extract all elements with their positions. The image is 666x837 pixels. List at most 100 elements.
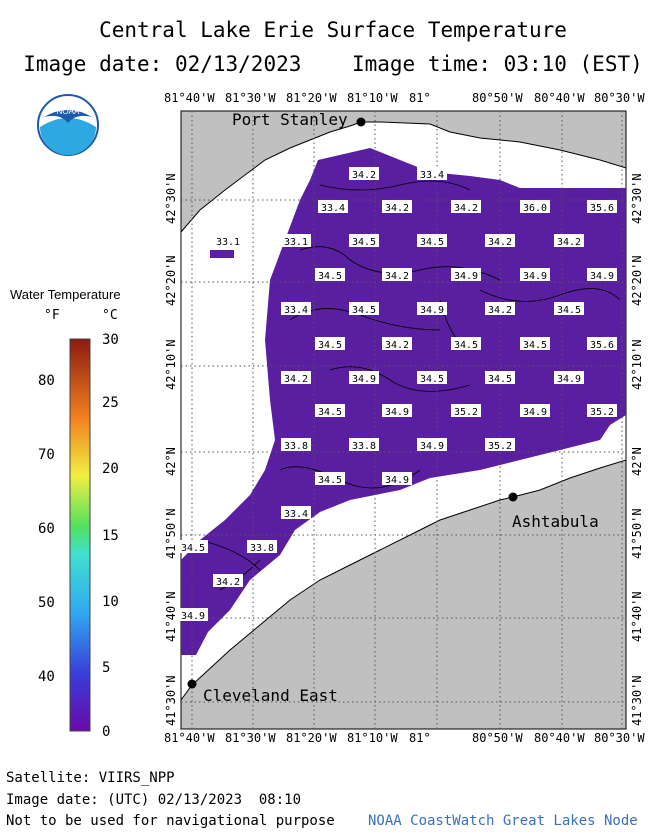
temperature-reading: 34.2: [382, 268, 412, 282]
svg-text:33.8: 33.8: [250, 543, 274, 554]
lat-label-right: 41°30'N: [630, 675, 644, 726]
temperature-reading: 34.5: [349, 234, 379, 248]
temperature-reading: 34.5: [178, 540, 208, 554]
page-title: Central Lake Erie Surface Temperature: [99, 18, 567, 42]
temperature-reading: 34.5: [520, 337, 550, 351]
temperature-reading: 34.2: [382, 200, 412, 214]
svg-text:33.8: 33.8: [352, 441, 376, 452]
legend-c-tick: 15: [102, 528, 119, 544]
legend-unit-c: °C: [102, 308, 118, 323]
lon-label-top: 80°50'W: [472, 91, 523, 105]
temperature-reading: 34.2: [554, 234, 584, 248]
svg-text:34.2: 34.2: [284, 374, 308, 385]
temperature-reading: 34.5: [417, 234, 447, 248]
lon-label-bottom: 81°10'W: [347, 731, 398, 745]
svg-text:34.5: 34.5: [454, 340, 478, 351]
temperature-reading: 34.2: [485, 234, 515, 248]
lat-label-right: 42°20'N: [630, 255, 644, 306]
temperature-reading: 35.2: [485, 438, 515, 452]
lat-label-right: 42°N: [630, 447, 644, 476]
svg-text:34.9: 34.9: [420, 305, 444, 316]
temperature-reading: 34.2: [382, 337, 412, 351]
temperature-reading: 34.5: [315, 268, 345, 282]
svg-text:35.2: 35.2: [488, 441, 512, 452]
temperature-reading: 34.5: [485, 371, 515, 385]
legend-c-tick: 5: [102, 660, 111, 676]
lon-label-top: 81°40'W: [164, 91, 215, 105]
lat-label-left: 42°10'N: [164, 339, 178, 390]
lat-label-left: 42°N: [164, 447, 178, 476]
legend-c-tick: 10: [102, 594, 119, 610]
lon-label-bottom: 81°20'W: [286, 731, 337, 745]
svg-text:34.9: 34.9: [523, 271, 547, 282]
temperature-reading: 33.8: [281, 438, 311, 452]
svg-text:34.5: 34.5: [420, 237, 444, 248]
temperature-reading: 35.2: [587, 404, 617, 418]
svg-text:34.5: 34.5: [352, 237, 376, 248]
legend-c-tick: 25: [102, 395, 119, 411]
lat-label-right: 42°10'N: [630, 339, 644, 390]
svg-text:34.2: 34.2: [488, 305, 512, 316]
temperature-reading: 33.1: [213, 234, 243, 248]
svg-text:34.5: 34.5: [488, 374, 512, 385]
temperature-reading: 33.8: [349, 438, 379, 452]
temperature-reading: 34.2: [349, 167, 379, 181]
svg-text:34.9: 34.9: [181, 611, 205, 622]
svg-text:34.9: 34.9: [385, 407, 409, 418]
credit-link[interactable]: NOAA CoastWatch Great Lakes Node: [368, 813, 638, 829]
svg-text:34.2: 34.2: [454, 203, 478, 214]
temperature-reading: 33.8: [247, 540, 277, 554]
legend-title: Water Temperature: [10, 287, 121, 302]
lake-water: [181, 148, 626, 655]
land-south: [180, 459, 627, 730]
temperature-reading: 34.9: [349, 371, 379, 385]
temperature-reading: 34.9: [417, 302, 447, 316]
lat-label-left: 42°20'N: [164, 255, 178, 306]
svg-text:34.2: 34.2: [352, 170, 376, 181]
svg-text:34.9: 34.9: [385, 475, 409, 486]
svg-text:34.2: 34.2: [385, 271, 409, 282]
legend-c-tick: 0: [102, 724, 111, 740]
svg-text:33.1: 33.1: [216, 237, 240, 248]
svg-text:34.9: 34.9: [557, 374, 581, 385]
temperature-reading: 35.6: [587, 200, 617, 214]
temperature-reading: 34.9: [520, 268, 550, 282]
svg-text:34.5: 34.5: [352, 305, 376, 316]
svg-text:35.2: 35.2: [590, 407, 614, 418]
land-north: [180, 110, 627, 234]
lat-label-left: 42°30'N: [164, 173, 178, 224]
legend-f-tick: 50: [38, 595, 55, 611]
svg-text:33.4: 33.4: [420, 170, 444, 181]
lon-label-bottom: 80°40'W: [534, 731, 585, 745]
legend-colorbar: [69, 338, 91, 732]
lat-label-left: 41°40'N: [164, 591, 178, 642]
svg-text:34.9: 34.9: [352, 374, 376, 385]
temperature-reading: 34.2: [281, 371, 311, 385]
lon-label-top: 81°20'W: [286, 91, 337, 105]
noaa-logo: NOAA: [37, 94, 99, 156]
svg-text:34.5: 34.5: [181, 543, 205, 554]
svg-text:34.9: 34.9: [523, 407, 547, 418]
port-stanley-marker: [356, 117, 366, 127]
lat-label-left: 41°50'N: [164, 508, 178, 559]
legend-c-tick: 30: [102, 332, 119, 348]
svg-text:34.5: 34.5: [523, 340, 547, 351]
svg-text:34.5: 34.5: [318, 407, 342, 418]
legend-unit-f: °F: [44, 308, 60, 323]
image-date-time: Image date: 02/13/2023 Image time: 03:10…: [23, 52, 643, 76]
svg-text:33.4: 33.4: [284, 509, 308, 520]
temperature-reading: 34.2: [451, 200, 481, 214]
svg-text:35.2: 35.2: [454, 407, 478, 418]
lon-label-top: 81°10'W: [347, 91, 398, 105]
temperature-reading: 36.0: [520, 200, 550, 214]
temperature-reading: 34.5: [315, 472, 345, 486]
temperature-reading: 33.4: [318, 200, 348, 214]
temperature-reading: 35.2: [451, 404, 481, 418]
legend-f-tick: 40: [38, 669, 55, 685]
svg-text:35.6: 35.6: [590, 340, 614, 351]
temperature-reading: 34.5: [315, 337, 345, 351]
legend-c-tick: 20: [102, 461, 119, 477]
lat-label-right: 42°30'N: [630, 173, 644, 224]
svg-text:36.0: 36.0: [523, 203, 547, 214]
